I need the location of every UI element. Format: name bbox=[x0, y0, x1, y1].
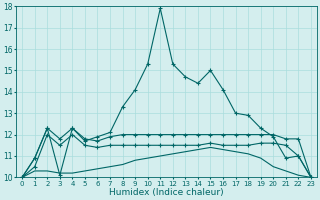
X-axis label: Humidex (Indice chaleur): Humidex (Indice chaleur) bbox=[109, 188, 224, 197]
